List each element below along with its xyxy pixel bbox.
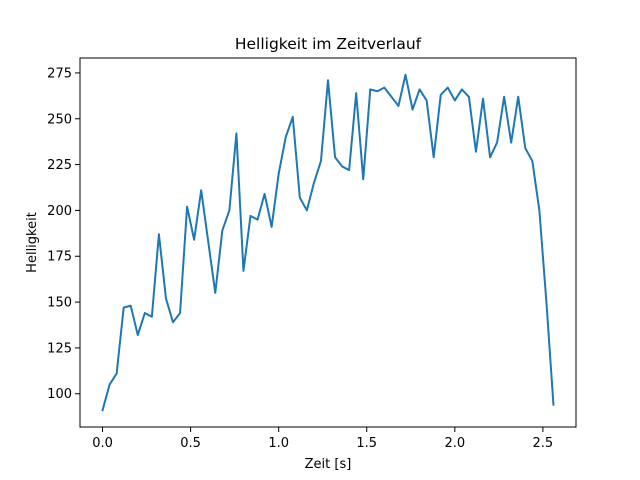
y-tick-label: 200 (47, 204, 72, 219)
x-tick-label: 1.0 (268, 436, 289, 451)
x-tick-label: 2.5 (533, 436, 554, 451)
series-line (101, 73, 555, 412)
y-tick-label: 100 (47, 387, 72, 402)
plot-frame (79, 57, 577, 428)
y-tick-label: 275 (47, 66, 72, 81)
y-axis: 100 125 150 175 200 225 250 275 (47, 66, 80, 402)
x-tick-label: 1.5 (356, 436, 377, 451)
y-tick-label: 250 (47, 112, 72, 127)
y-tick-label: 150 (47, 296, 72, 311)
x-axis: 0.0 0.5 1.0 1.5 2.0 2.5 (92, 427, 553, 451)
y-axis-label: Helligkeit (25, 212, 40, 273)
y-tick-label: 175 (47, 250, 72, 265)
x-tick-label: 0.5 (180, 436, 201, 451)
x-tick-label: 2.0 (444, 436, 465, 451)
x-tick-label: 0.0 (92, 436, 113, 451)
y-tick-label: 125 (47, 341, 72, 356)
x-axis-label: Zeit [s] (305, 457, 352, 472)
plot-area (101, 73, 555, 412)
chart-title: Helligkeit im Zeitverlauf (235, 35, 422, 53)
y-tick-label: 225 (47, 158, 72, 173)
